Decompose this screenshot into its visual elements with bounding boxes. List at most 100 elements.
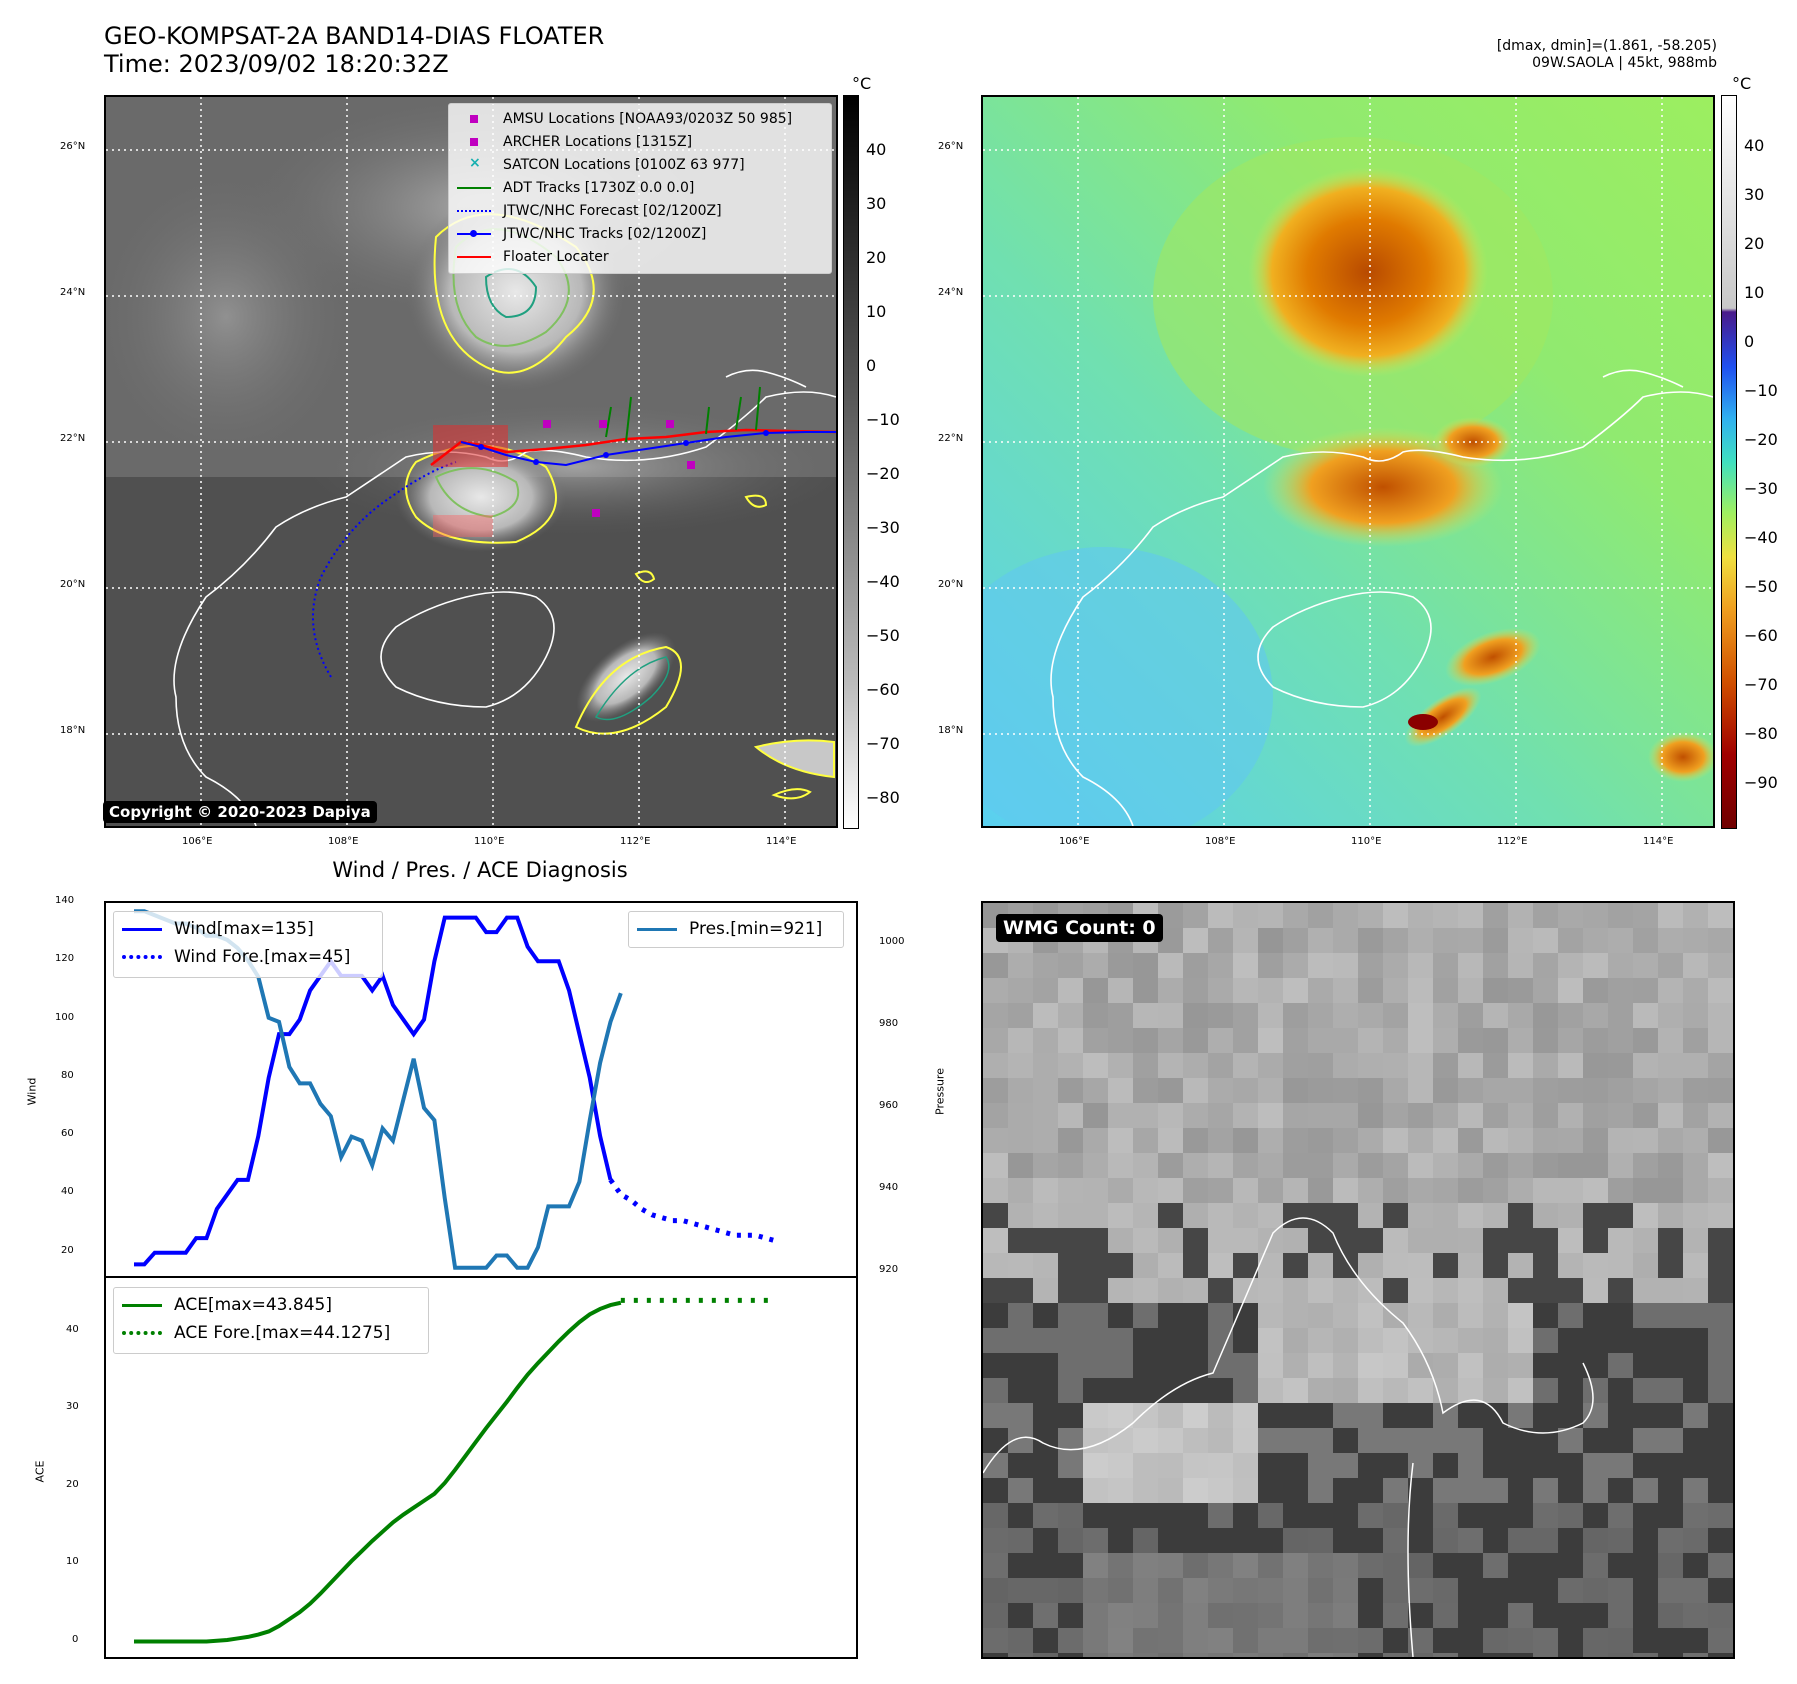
- wmg-pixel: [1458, 1228, 1483, 1253]
- wmg-pixel: [1233, 1353, 1258, 1378]
- wmg-pixel: [1658, 1078, 1683, 1103]
- left-cb-tick: 40: [866, 140, 887, 159]
- wmg-pixel: [1408, 1178, 1433, 1203]
- wmg-pixel: [1558, 1553, 1583, 1578]
- wmg-pixel: [1383, 1053, 1408, 1078]
- wmg-pixel: [1458, 1453, 1483, 1478]
- wmg-pixel: [1008, 1303, 1033, 1328]
- wmg-pixel: [1033, 1653, 1058, 1657]
- wmg-pixel: [1283, 1353, 1308, 1378]
- wmg-pixel: [1083, 1228, 1108, 1253]
- wmg-pixel: [1308, 1228, 1333, 1253]
- wmg-pixel: [1683, 953, 1708, 978]
- left-lon-tick: 108°E: [328, 836, 359, 847]
- dmax-dmin-text: [dmax, dmin]=(1.861, -58.205): [1496, 38, 1717, 54]
- wmg-pixel: [1008, 1653, 1033, 1657]
- right-cb-tick: −70: [1744, 675, 1778, 694]
- wmg-pixel: [1633, 978, 1658, 1003]
- wmg-pixel: [1308, 1153, 1333, 1178]
- wmg-pixel: [1608, 1553, 1633, 1578]
- wmg-pixel: [1183, 1253, 1208, 1278]
- right-cb-tick: −60: [1744, 626, 1778, 645]
- wmg-pixel: [1133, 1003, 1158, 1028]
- wmg-pixel: [1683, 1428, 1708, 1453]
- dotted-line-icon: [457, 205, 491, 217]
- wmg-pixel: [1408, 1378, 1433, 1403]
- wmg-pixel: [1383, 1653, 1408, 1657]
- wmg-pixel: [1258, 1503, 1283, 1528]
- wmg-pixel: [1183, 1628, 1208, 1653]
- wmg-pixel: [1033, 1553, 1058, 1578]
- wmg-pixel: [1608, 1128, 1633, 1153]
- wmg-pixel: [1558, 1403, 1583, 1428]
- wmg-pixel: [1383, 978, 1408, 1003]
- wmg-pixel: [1608, 1178, 1633, 1203]
- wmg-pixel: [1308, 1328, 1333, 1353]
- wmg-pixel: [1558, 1228, 1583, 1253]
- left-map-coastline: [173, 369, 836, 826]
- wmg-pixel: [1658, 1428, 1683, 1453]
- wmg-pixel: [1208, 1603, 1233, 1628]
- wmg-pixel: [1308, 1503, 1333, 1528]
- wmg-pixel: [1308, 1428, 1333, 1453]
- wmg-coastline: [983, 1217, 1594, 1657]
- wmg-pixel: [1233, 928, 1258, 953]
- wmg-pixel: [1083, 1503, 1108, 1528]
- wmg-pixel: [1683, 1403, 1708, 1428]
- wmg-pixel: [1608, 1278, 1633, 1303]
- wmg-pixel: [1508, 1003, 1533, 1028]
- wmg-pixel: [1008, 1178, 1033, 1203]
- wmg-pixel: [1533, 1078, 1558, 1103]
- wmg-pixel: [1708, 1303, 1733, 1328]
- wmg-pixel: [1483, 1353, 1508, 1378]
- wmg-pixel: [1008, 1528, 1033, 1553]
- wmg-pixel: [1508, 1078, 1533, 1103]
- wmg-pixel: [1558, 1478, 1583, 1503]
- wmg-pixel: [1133, 1128, 1158, 1153]
- wmg-pixel: [1408, 1603, 1433, 1628]
- wmg-pixel: [1208, 1053, 1233, 1078]
- wmg-pixel: [1233, 1153, 1258, 1178]
- wmg-pixel: [1133, 1353, 1158, 1378]
- wmg-pixel: [1308, 1253, 1333, 1278]
- wmg-pixel: [1033, 953, 1058, 978]
- wmg-pixel: [1433, 1353, 1458, 1378]
- wmg-pixel: [1008, 1128, 1033, 1153]
- wmg-pixel: [1058, 1128, 1083, 1153]
- wmg-pixel: [1508, 1403, 1533, 1428]
- wmg-pixel: [1583, 1603, 1608, 1628]
- wmg-pixel: [1208, 1003, 1233, 1028]
- wmg-pixel: [1683, 1328, 1708, 1353]
- wmg-pixel: [1058, 1078, 1083, 1103]
- left-cb-tick: −10: [866, 410, 900, 429]
- wmg-pixel: [1658, 1178, 1683, 1203]
- wmg-pixel: [1033, 1428, 1058, 1453]
- wmg-pixel: [1708, 1603, 1733, 1628]
- legend-label: ACE[max=43.845]: [174, 1295, 332, 1315]
- wmg-pixel: [1208, 1428, 1233, 1453]
- wmg-pixel: [1633, 1328, 1658, 1353]
- wmg-pixel: [1508, 1203, 1533, 1228]
- wmg-pixel: [1208, 1303, 1233, 1328]
- wmg-pixel: [1608, 1253, 1633, 1278]
- wmg-pixel: [1283, 1503, 1308, 1528]
- wmg-pixel: [1308, 1653, 1333, 1657]
- wmg-pixel: [1658, 1028, 1683, 1053]
- wmg-pixel: [1458, 1278, 1483, 1303]
- wmg-pixel: [1658, 1553, 1683, 1578]
- wmg-pixel: [1108, 1328, 1133, 1353]
- wmg-pixel: [1008, 1453, 1033, 1478]
- wmg-pixel: [1133, 1453, 1158, 1478]
- wmg-pixel: [1283, 1128, 1308, 1153]
- wmg-pixel: [1608, 1228, 1633, 1253]
- wmg-pixel: [1408, 1403, 1433, 1428]
- wmg-pixel: [1483, 1328, 1508, 1353]
- wmg-pixel: [1708, 1153, 1733, 1178]
- wmg-pixel: [1333, 1653, 1358, 1657]
- wmg-pixel: [1258, 1078, 1283, 1103]
- wmg-pixel: [1583, 1028, 1608, 1053]
- wmg-pixel: [1233, 1178, 1258, 1203]
- wmg-pixel: [1158, 1653, 1183, 1657]
- wmg-pixel: [983, 1053, 1008, 1078]
- wmg-pixel: [1583, 1328, 1608, 1353]
